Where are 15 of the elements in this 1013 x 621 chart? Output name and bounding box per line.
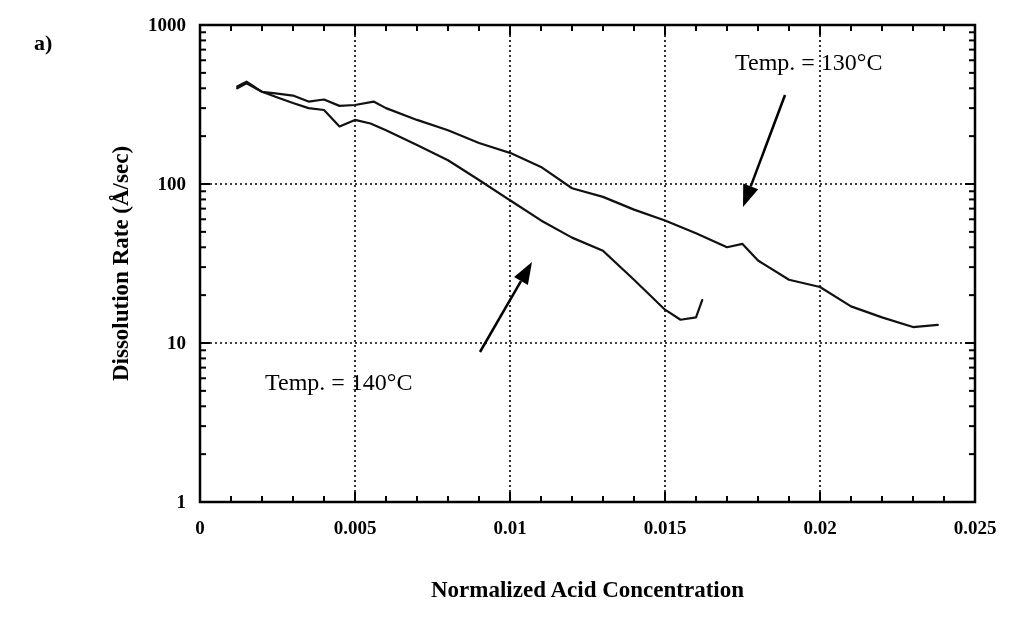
x-tick-label: 0.02 (803, 517, 837, 538)
y-tick-label: 1 (176, 491, 186, 512)
text: a) (34, 30, 53, 55)
annotation: Temp. = 140°C (265, 369, 413, 395)
x-tick-label: 0 (195, 517, 205, 538)
y-tick-label: 10 (167, 332, 186, 353)
y-tick-label: 100 (157, 173, 186, 194)
x-axis-title: Normalized Acid Concentration (430, 577, 745, 602)
x-tick-label: 0.01 (493, 517, 527, 538)
y-tick-label: 1000 (148, 14, 186, 35)
annotation: Temp. = 130°C (735, 49, 883, 75)
x-tick-label: 0.015 (643, 517, 687, 538)
x-tick-label: 0.005 (333, 517, 377, 538)
x-tick-label: 0.025 (953, 517, 997, 538)
y-axis-title: Dissolution Rate (Å/sec) (108, 145, 133, 382)
